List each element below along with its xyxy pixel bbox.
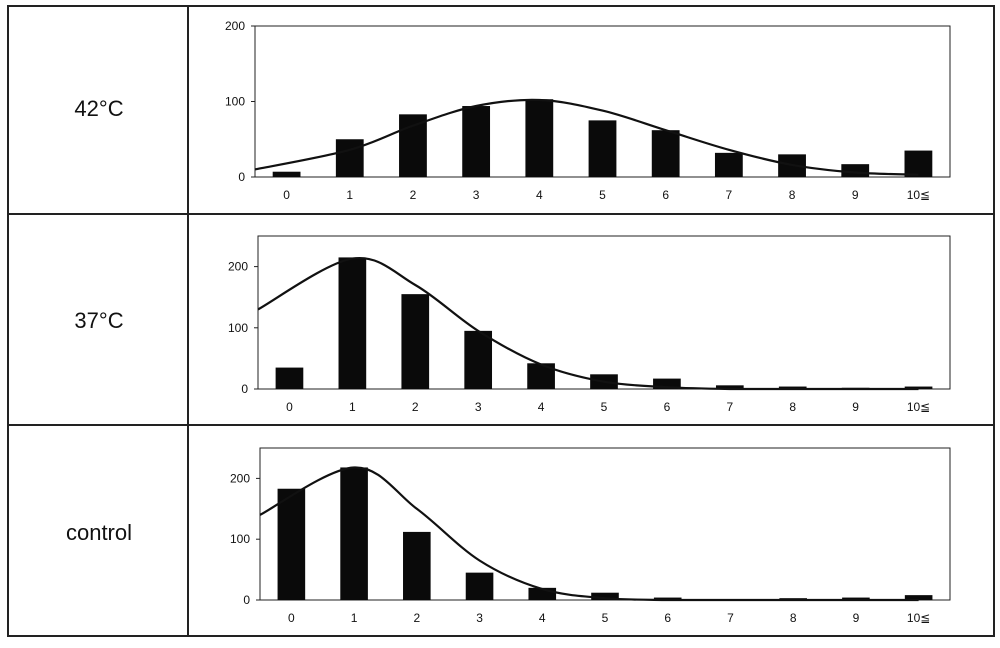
- bar-42c-5: [588, 120, 617, 177]
- x-tick-label: 0: [283, 188, 290, 202]
- bar-42c-6: [651, 130, 680, 177]
- x-tick-label: 6: [664, 400, 671, 414]
- outer-frame: [7, 5, 995, 637]
- fit-curve-37c: [257, 256, 919, 391]
- y-tick-label: 0: [238, 170, 245, 184]
- x-tick-label: 10≦: [907, 188, 930, 202]
- bar-37c-6: [653, 378, 681, 389]
- y-tick-label: 200: [228, 260, 248, 274]
- y-tick-label: 100: [230, 532, 250, 546]
- x-tick-label: 6: [662, 188, 669, 202]
- x-tick-label: 6: [664, 611, 671, 625]
- bar-37c-2: [401, 294, 430, 389]
- bar-control-10: [904, 595, 933, 600]
- x-tick-label: 3: [475, 400, 482, 414]
- chart-control: 0 100 200 0 1 2 3 4 5 6 7 8 9 10≦: [230, 447, 951, 625]
- bar-42c-7: [714, 152, 743, 177]
- row-label-42c: 42°C: [74, 96, 124, 121]
- bar-control-0: [277, 488, 306, 600]
- y-tick-label: 100: [225, 95, 245, 109]
- y-tick-label: 0: [241, 382, 248, 396]
- fit-curve-control: [259, 466, 919, 602]
- bar-42c-4: [525, 99, 554, 177]
- bar-42c-0: [272, 171, 301, 177]
- row-label-control: control: [65, 520, 133, 545]
- x-tick-label: 0: [286, 400, 293, 414]
- bar-37c-1: [338, 257, 367, 389]
- bar-37c-3: [464, 330, 493, 389]
- x-tick-label: 4: [536, 188, 543, 202]
- y-tick-label: 0: [243, 593, 250, 607]
- bar-control-9: [842, 597, 870, 600]
- bar-control-5: [591, 592, 619, 600]
- chart-37c: 0 100 200 0 1 2 3 4 5 6 7 8 9 10≦: [228, 235, 951, 414]
- bar-42c-1: [335, 139, 364, 177]
- bar-42c-3: [462, 106, 491, 177]
- bar-37c-7: [715, 385, 744, 389]
- x-tick-label: 7: [726, 400, 733, 414]
- x-tick-label: 1: [346, 188, 353, 202]
- bar-37c-10: [904, 386, 933, 389]
- y-tick-label: 200: [230, 471, 250, 485]
- bar-control-6: [653, 597, 682, 600]
- x-tick-label: 5: [599, 188, 606, 202]
- bar-control-2: [403, 531, 431, 600]
- x-tick-label: 4: [539, 611, 546, 625]
- x-tick-label: 8: [790, 611, 797, 625]
- x-tick-label: 1: [349, 400, 356, 414]
- x-tick-label: 10≦: [907, 400, 930, 414]
- x-tick-label: 9: [852, 400, 859, 414]
- row-label-37c: 37°C: [74, 308, 124, 333]
- y-tick-label: 100: [228, 321, 248, 335]
- x-tick-label: 9: [853, 611, 860, 625]
- bar-42c-2: [399, 114, 427, 177]
- x-tick-label: 5: [601, 400, 608, 414]
- x-tick-label: 2: [413, 611, 420, 625]
- x-tick-label: 2: [410, 188, 417, 202]
- bar-42c-10: [904, 150, 933, 177]
- x-tick-label: 0: [288, 611, 295, 625]
- x-tick-label: 7: [726, 188, 733, 202]
- chart-42c: 0 100 200 0 1 2 3 4 5 6 7 8 9 10≦: [225, 19, 951, 202]
- x-tick-label: 5: [602, 611, 609, 625]
- x-tick-label: 10≦: [907, 611, 930, 625]
- x-tick-label: 4: [538, 400, 545, 414]
- x-tick-label: 3: [476, 611, 483, 625]
- x-tick-label: 9: [852, 188, 859, 202]
- x-tick-label: 7: [727, 611, 734, 625]
- x-tick-label: 3: [473, 188, 480, 202]
- x-tick-label: 8: [789, 400, 796, 414]
- y-tick-label: 200: [225, 19, 245, 33]
- bar-37c-8: [778, 386, 807, 389]
- bar-control-1: [340, 467, 368, 600]
- bar-control-3: [465, 572, 494, 600]
- x-tick-label: 2: [412, 400, 419, 414]
- x-tick-label: 8: [789, 188, 796, 202]
- x-tick-label: 1: [351, 611, 358, 625]
- bar-37c-0: [275, 367, 304, 389]
- fit-curve-42c: [254, 98, 919, 176]
